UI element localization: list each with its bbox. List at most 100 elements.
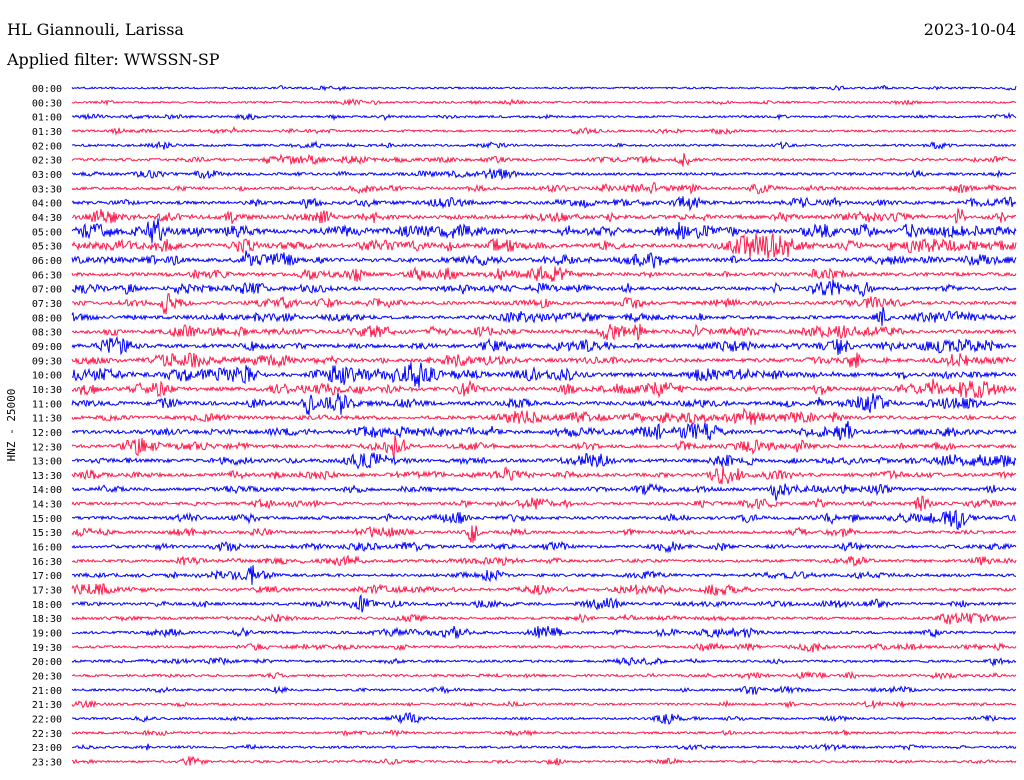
trace-line <box>72 742 1017 752</box>
time-label: 12:00 <box>32 428 62 439</box>
time-label: 22:30 <box>32 729 62 740</box>
time-label: 21:30 <box>32 700 62 711</box>
trace-line <box>71 378 1017 399</box>
time-label: 01:30 <box>32 127 62 138</box>
time-label: 17:00 <box>32 571 62 582</box>
time-label: 15:30 <box>32 528 62 539</box>
trace-line <box>71 509 1017 531</box>
trace-line <box>71 670 1017 681</box>
trace-line <box>71 699 1017 710</box>
trace-line <box>71 625 1016 640</box>
trace-line <box>71 265 1017 282</box>
time-label: 08:00 <box>32 313 62 324</box>
time-label: 03:00 <box>32 170 62 181</box>
time-label: 00:30 <box>32 98 62 109</box>
trace-group <box>71 84 1017 767</box>
trace-line <box>71 233 1017 259</box>
y-axis-label: HNZ - 25000 <box>5 389 18 462</box>
time-label: 06:30 <box>32 270 62 281</box>
time-label: 05:00 <box>32 227 62 238</box>
trace-line <box>71 407 1017 425</box>
time-label: 09:30 <box>32 356 62 367</box>
time-label: 21:00 <box>32 686 62 697</box>
time-label: 23:00 <box>32 743 62 754</box>
trace-line <box>71 352 1017 369</box>
trace-line <box>71 362 1017 388</box>
trace-line <box>71 293 1017 315</box>
trace-line <box>71 482 1017 501</box>
time-label: 10:30 <box>32 385 62 396</box>
time-label: 16:30 <box>32 557 62 568</box>
trace-line <box>71 565 1017 585</box>
time-label: 04:30 <box>32 213 62 224</box>
time-label: 06:00 <box>32 256 62 267</box>
trace-line <box>71 97 1016 107</box>
time-label: 23:30 <box>32 758 62 769</box>
trace-line <box>71 279 1017 298</box>
trace-line <box>71 641 1017 653</box>
station-title: HL Giannouli, Larissa <box>7 20 184 39</box>
date-label: 2023-10-04 <box>923 20 1016 39</box>
trace-line <box>71 196 1017 212</box>
trace-line <box>71 554 1017 567</box>
trace-line <box>71 167 1016 181</box>
trace-line <box>71 685 1017 695</box>
time-label: 07:00 <box>32 285 62 296</box>
time-label: 15:00 <box>32 514 62 525</box>
time-label: 20:00 <box>32 657 62 668</box>
trace-line <box>72 755 1017 767</box>
time-label: 05:30 <box>32 242 62 253</box>
time-label: 22:00 <box>32 715 62 726</box>
trace-line <box>71 583 1017 597</box>
trace-line <box>71 466 1017 485</box>
time-label: 01:00 <box>32 113 62 124</box>
time-label: 14:30 <box>32 500 62 511</box>
time-label: 04:00 <box>32 199 62 210</box>
time-label-group: 00:00 00:30 01:00 01:30 02:00 02:30 03:00 03:30… <box>32 84 62 769</box>
trace-line <box>71 111 1017 121</box>
filter-label: Applied filter: WWSSN-SP <box>7 50 220 69</box>
time-label: 11:30 <box>32 414 62 425</box>
trace-line <box>71 435 1017 458</box>
trace-line <box>71 250 1017 269</box>
trace-line <box>71 323 1017 341</box>
trace-line <box>71 495 1017 512</box>
time-label: 12:30 <box>32 442 62 453</box>
time-label: 20:30 <box>32 672 62 683</box>
time-label: 00:00 <box>32 84 62 95</box>
time-label: 14:00 <box>32 485 62 496</box>
trace-line <box>71 525 1017 543</box>
trace-line <box>71 611 1017 625</box>
time-label: 13:30 <box>32 471 62 482</box>
trace-line <box>71 540 1017 554</box>
time-label: 07:30 <box>32 299 62 310</box>
time-label: 19:30 <box>32 643 62 654</box>
time-label: 03:30 <box>32 184 62 195</box>
trace-line <box>71 126 1017 136</box>
trace-line <box>71 656 1017 668</box>
trace-line <box>71 208 1017 225</box>
time-label: 13:00 <box>32 457 62 468</box>
time-label: 09:00 <box>32 342 62 353</box>
trace-line <box>71 306 1017 326</box>
time-label: 10:00 <box>32 371 62 382</box>
trace-line <box>71 594 1017 613</box>
time-label: 16:00 <box>32 543 62 554</box>
trace-line <box>71 153 1017 167</box>
time-label: 17:30 <box>32 586 62 597</box>
trace-line <box>71 84 1017 92</box>
trace-line <box>71 218 1017 244</box>
time-label: 19:00 <box>32 629 62 640</box>
time-label: 02:00 <box>32 141 62 152</box>
trace-line <box>71 181 1017 195</box>
trace-line <box>71 140 1017 150</box>
trace-line <box>71 420 1017 441</box>
trace-line <box>71 452 1017 470</box>
trace-line <box>71 729 1017 738</box>
time-label: 11:00 <box>32 399 62 410</box>
trace-line <box>71 335 1017 356</box>
time-label: 02:30 <box>32 156 62 167</box>
trace-line <box>71 711 1017 726</box>
trace-line <box>71 392 1017 416</box>
